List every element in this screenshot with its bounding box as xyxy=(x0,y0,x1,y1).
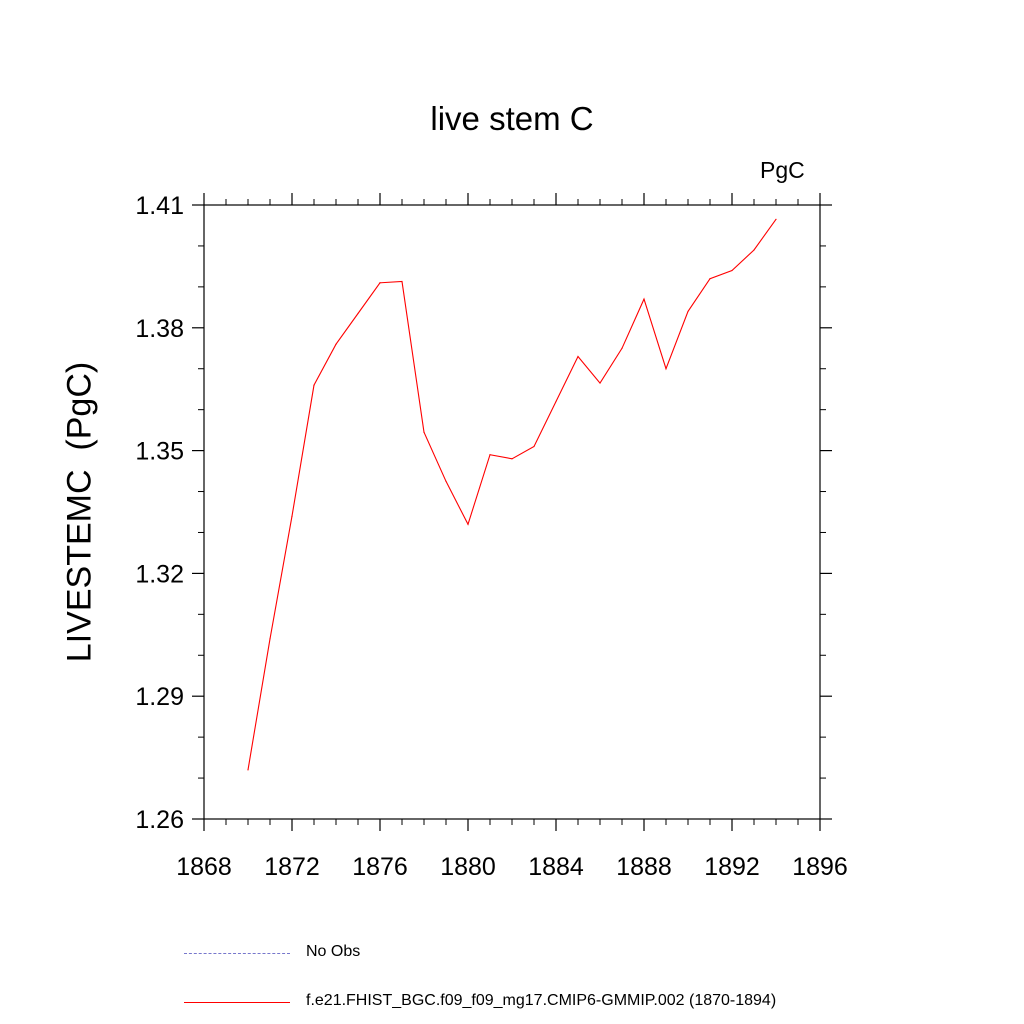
data-point xyxy=(489,454,491,456)
data-point xyxy=(555,400,557,403)
y-tick-label: 1.26 xyxy=(135,806,184,834)
data-point xyxy=(291,515,293,517)
x-tick-label: 1896 xyxy=(792,853,848,881)
data-point xyxy=(423,431,425,433)
x-tick-label: 1876 xyxy=(352,853,408,881)
data-point xyxy=(577,355,579,358)
legend-label-no-obs: No Obs xyxy=(306,943,361,960)
data-point xyxy=(247,769,249,771)
x-tick-label: 1872 xyxy=(264,853,320,881)
data-point xyxy=(533,445,535,448)
data-point xyxy=(511,458,513,460)
units-label: PgC xyxy=(760,157,805,183)
data-point xyxy=(445,480,447,482)
y-tick-label: 1.29 xyxy=(135,683,184,711)
series-line xyxy=(247,218,777,770)
data-point xyxy=(269,638,271,640)
x-tick-label: 1880 xyxy=(440,853,496,881)
y-tick-label: 1.35 xyxy=(135,438,184,466)
data-point xyxy=(753,249,755,251)
y-tick-label: 1.38 xyxy=(135,315,184,343)
legend-swatch-model-run xyxy=(184,1002,290,1003)
data-point xyxy=(357,312,359,315)
data-point xyxy=(775,218,777,220)
data-point xyxy=(401,280,403,283)
legend-item-no-obs: No Obs xyxy=(184,943,884,963)
x-tick-label: 1892 xyxy=(704,853,760,881)
x-tick-label: 1888 xyxy=(616,853,672,881)
data-point xyxy=(665,368,667,370)
plot-frame xyxy=(203,204,821,820)
y-tick-label: 1.41 xyxy=(135,192,184,220)
data-point xyxy=(687,310,689,313)
x-tick-label: 1868 xyxy=(176,853,232,881)
data-point xyxy=(599,382,601,384)
chart-title: live stem C xyxy=(430,100,594,137)
data-point xyxy=(709,278,711,280)
data-point xyxy=(643,298,645,300)
legend-label-model-run: f.e21.FHIST_BGC.f09_f09_mg17.CMIP6-GMMIP… xyxy=(306,992,777,1009)
data-point xyxy=(731,269,733,272)
data-point xyxy=(467,523,469,525)
x-tick-label: 1884 xyxy=(528,853,584,881)
y-tick-label: 1.32 xyxy=(135,560,184,588)
legend-item-model-run: f.e21.FHIST_BGC.f09_f09_mg17.CMIP6-GMMIP… xyxy=(184,992,884,1012)
data-point xyxy=(335,343,337,345)
data-point xyxy=(313,384,315,386)
data-point xyxy=(621,347,623,349)
legend-swatch-no-obs xyxy=(184,953,290,954)
data-point xyxy=(379,282,381,284)
